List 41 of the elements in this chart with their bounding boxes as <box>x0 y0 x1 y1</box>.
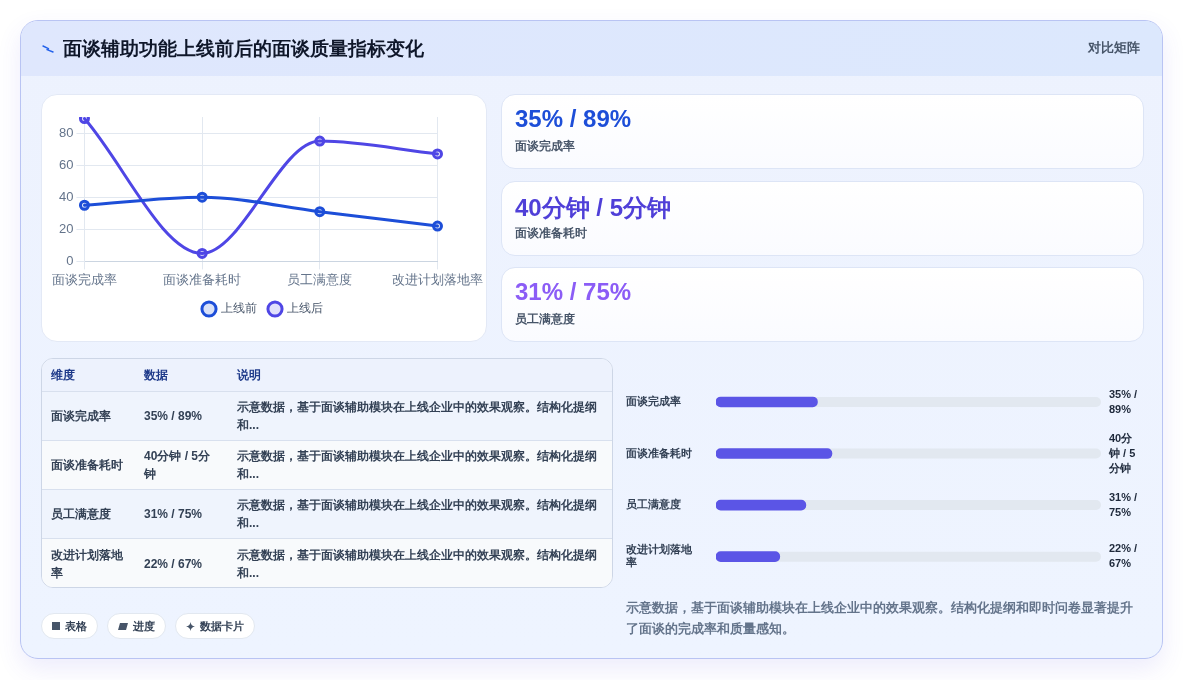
data-label: 40分钟 / 5分钟 <box>1108 431 1136 474</box>
y-tick-label: 0 <box>66 252 74 268</box>
text: 31% / 75% <box>515 278 632 305</box>
y-tick-label: 20 <box>58 220 74 236</box>
y-tick-label: 员工满意度 <box>626 498 681 511</box>
y-tick-label: 改进计划落地率 <box>625 543 693 569</box>
legend-label: 上线后 <box>287 301 323 316</box>
x-tick-label: 员工满意度 <box>287 271 353 287</box>
y-tick-label: 80 <box>58 124 74 140</box>
point <box>196 191 208 203</box>
point <box>314 135 326 147</box>
y-tick-label: 面谈完成率 <box>625 395 681 408</box>
bar <box>716 551 781 562</box>
text: 员工满意度 <box>515 313 575 325</box>
point <box>432 148 443 160</box>
text: 40分钟 / 5分钟 <box>515 193 672 221</box>
table-row: 面谈完成率 35% / 89% 示意数据，基于面谈辅助模块在上线企业中的效果观察。结构化提纲和... <box>42 392 612 441</box>
text: 进度 <box>133 618 155 634</box>
point <box>314 206 326 218</box>
text: 35% / 89% <box>515 105 632 132</box>
text: 面谈完成率 <box>515 140 575 152</box>
y-tick-label: 60 <box>58 156 74 172</box>
text: 数据卡片 <box>200 618 244 634</box>
point <box>196 247 208 259</box>
x-tick-label: 面谈准备耗时 <box>163 271 242 287</box>
table-row: 员工满意度 31% / 75% 示意数据，基于面谈辅助模块在上线企业中的效果观察。结构化提纲和... <box>42 490 612 539</box>
text: 对比矩阵 <box>1088 41 1140 55</box>
data-label: 35% / 89% <box>1109 387 1138 415</box>
data-label: 22% / 67% <box>1109 542 1138 570</box>
text: 表格 <box>65 618 87 634</box>
x-tick-label: 改进计划落地率 <box>392 271 483 287</box>
text: 面谈辅助功能上线前后的面谈质量指标变化 <box>63 38 424 59</box>
table-header-row: 维度 数据 说明 <box>42 359 612 392</box>
point <box>432 220 443 232</box>
bar <box>716 499 807 511</box>
text: 示意数据，基于面谈辅助模块在上线企业中的效果观察。结构化提纲和即时问卷显著提升了面谈的完成率和质量感知。 <box>626 601 1133 636</box>
legend-label: 上线前 <box>221 301 257 316</box>
y-tick-label: 面谈准备耗时 <box>625 446 692 459</box>
y-tick-label: 40 <box>58 188 74 204</box>
data-label: 31% / 75% <box>1109 490 1138 518</box>
text: 面谈准备耗时 <box>515 226 587 239</box>
